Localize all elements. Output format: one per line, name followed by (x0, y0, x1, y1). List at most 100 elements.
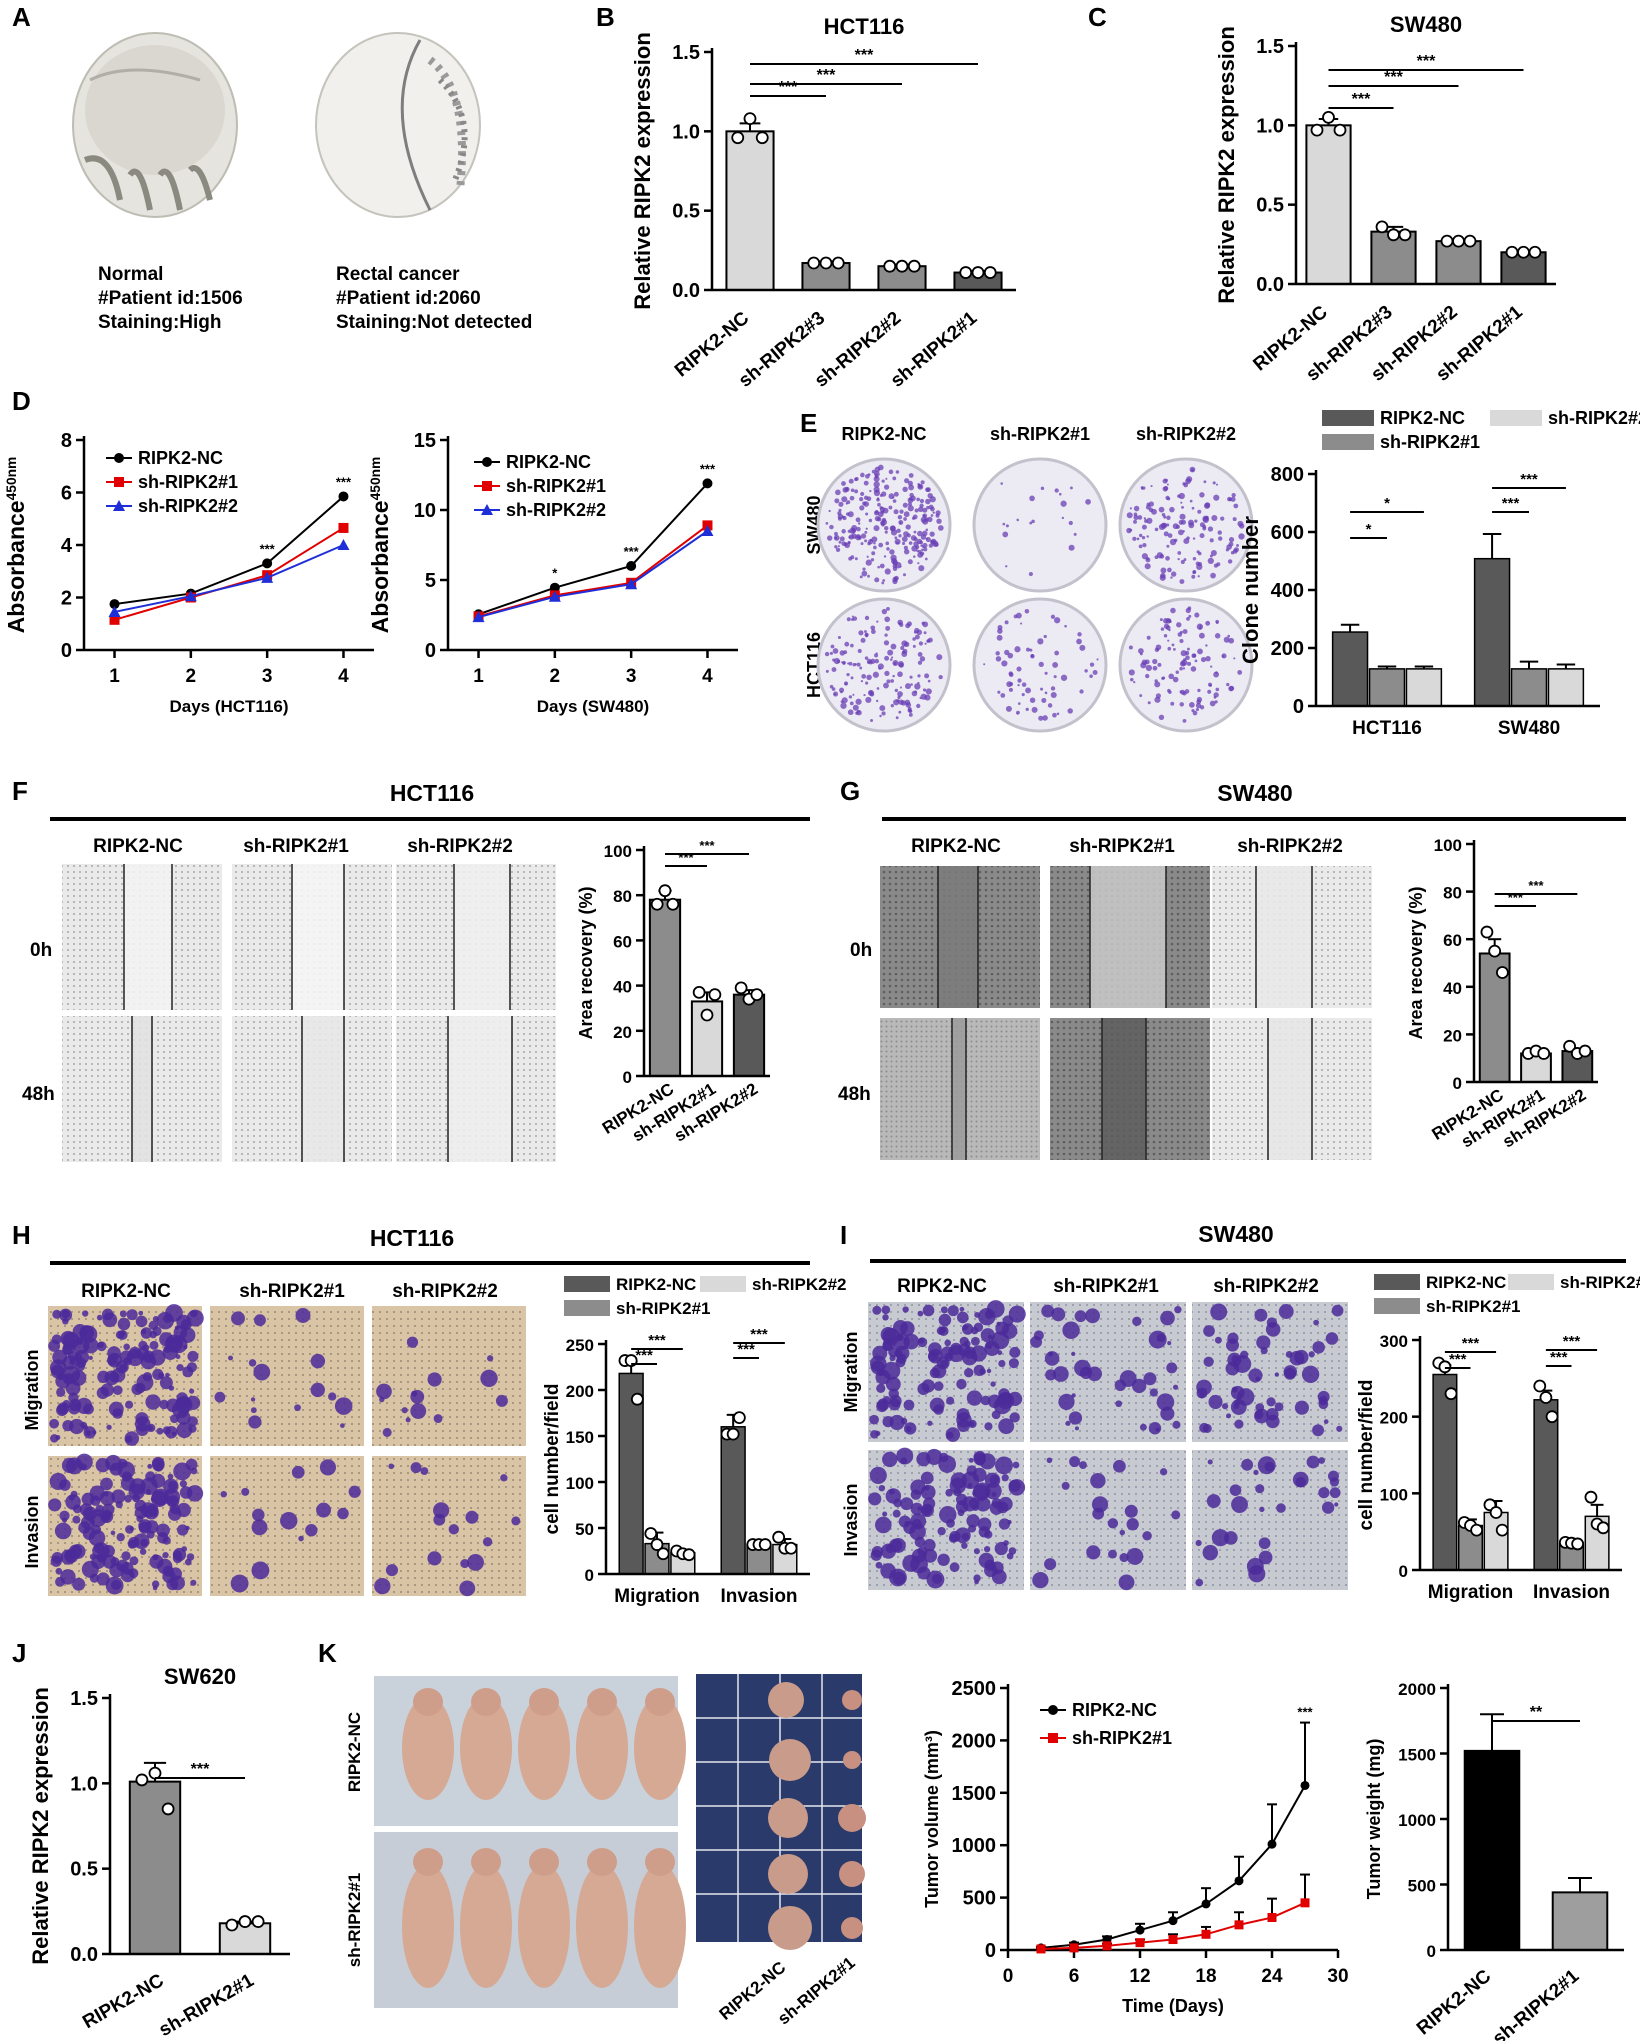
cell-blob (1001, 1474, 1009, 1482)
y-axis-label: Area recovery (%) (576, 886, 596, 1039)
colony (1197, 509, 1202, 514)
cell-blob (933, 1381, 944, 1392)
bar (1435, 240, 1482, 286)
colony (834, 498, 840, 504)
g-row-label: 48h (838, 1084, 871, 1105)
y-tick-label: 20 (1443, 1026, 1462, 1045)
cell-blob (1231, 1496, 1248, 1513)
marker-square (482, 481, 492, 491)
cell-blob (511, 1516, 521, 1526)
colony (1144, 519, 1148, 523)
cell-blob (1008, 1547, 1017, 1555)
colony (884, 616, 891, 623)
cell-blob (1331, 1304, 1344, 1317)
cell-blob (156, 1427, 164, 1435)
colony (1171, 571, 1177, 577)
colony (1167, 533, 1173, 538)
mouse-head (471, 1688, 501, 1716)
colony (1031, 706, 1038, 713)
marker-circle (1300, 1780, 1310, 1790)
cell-blob (230, 1574, 249, 1593)
colony (875, 473, 878, 477)
colony (1021, 693, 1025, 697)
cell-blob (979, 1453, 996, 1470)
legend-swatch (1322, 410, 1374, 426)
colony (886, 606, 890, 611)
h-title: HCT116 (370, 1225, 454, 1251)
tumor-sh (839, 1861, 865, 1887)
colony (897, 671, 903, 678)
colony (863, 693, 866, 697)
colony (996, 634, 1003, 641)
colony (848, 536, 851, 539)
cell-blob (82, 1310, 89, 1317)
cell-blob (173, 1462, 192, 1481)
colony (1205, 655, 1211, 662)
cell-blob (125, 1435, 133, 1443)
colony (1187, 519, 1194, 526)
cell-blob (117, 1317, 131, 1331)
colony (892, 566, 898, 571)
marker-circle (1267, 1839, 1277, 1849)
y-tick-label: 0.0 (672, 280, 700, 302)
colony (874, 475, 878, 479)
colony (1138, 648, 1144, 654)
colony (1226, 544, 1232, 550)
colony (877, 502, 881, 507)
colony (1194, 519, 1198, 523)
normal-label: Normal (98, 264, 163, 285)
marker-triangle (472, 611, 485, 623)
annotation-label: *** (700, 461, 716, 476)
x-tick-label: 30 (1327, 1966, 1348, 1987)
colony (881, 581, 885, 585)
cell-blob (917, 1310, 924, 1317)
colony (1226, 682, 1230, 687)
cell-blob (340, 1423, 345, 1428)
cell-blob (961, 1323, 974, 1335)
significance-label: *** (648, 1332, 666, 1349)
cell-blob (305, 1524, 318, 1537)
h-col-label: sh-RIPK2#1 (239, 1281, 345, 1302)
g-row-label: 0h (850, 940, 872, 961)
cell-blob (56, 1404, 68, 1417)
colony (1196, 623, 1204, 630)
cell-blob (186, 1553, 195, 1561)
colony (892, 499, 897, 503)
cell-blob (1208, 1394, 1223, 1410)
cell-blob (140, 1327, 153, 1339)
cell-blob (1172, 1420, 1181, 1429)
colony (843, 650, 848, 655)
colony (1024, 608, 1030, 614)
colony (1146, 535, 1149, 538)
colony (850, 643, 854, 648)
cell-blob (220, 1490, 227, 1498)
data-point (644, 1527, 658, 1540)
cell-blob (1234, 1399, 1241, 1406)
x-tick-label: SW480 (1498, 718, 1560, 739)
colony (1144, 563, 1151, 570)
colony (870, 625, 876, 631)
colony (861, 570, 868, 577)
cell-blob (923, 1548, 938, 1563)
cell-blob (1012, 1461, 1020, 1469)
cell-blob (162, 1551, 169, 1559)
colony (1163, 623, 1170, 629)
colony (1000, 693, 1006, 698)
wound-gap (952, 1018, 966, 1160)
cell-blob (105, 1576, 124, 1595)
x-tick-label: RIPK2-NC (79, 1970, 167, 2033)
colony (1165, 617, 1172, 624)
colony (917, 652, 923, 657)
colony (1052, 662, 1059, 668)
cell-blob (875, 1516, 892, 1534)
cell-blob (146, 1530, 155, 1539)
cancer-tissue-image (315, 32, 481, 218)
cell-blob (1229, 1484, 1242, 1497)
cell-blob (876, 1400, 888, 1413)
colony (1058, 492, 1062, 496)
cell-blob (953, 1488, 962, 1497)
colony (914, 508, 919, 513)
colony (1180, 501, 1183, 504)
colony (1162, 478, 1168, 484)
colony (995, 656, 1002, 662)
